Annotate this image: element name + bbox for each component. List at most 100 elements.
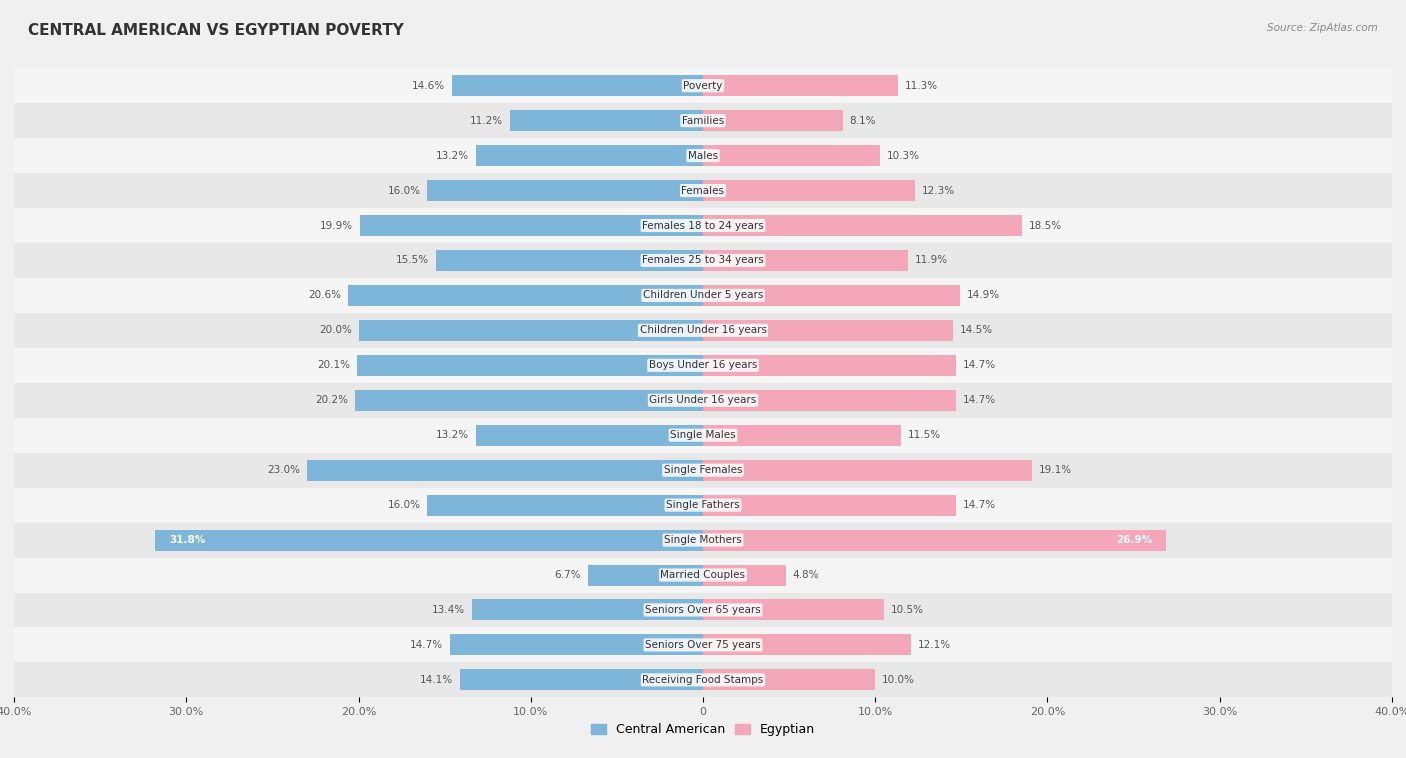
Text: 13.2%: 13.2% [436,151,468,161]
Text: 10.0%: 10.0% [882,675,915,685]
Bar [427,180,703,201]
Text: 14.7%: 14.7% [963,395,997,406]
Text: 4.8%: 4.8% [793,570,820,580]
Text: Children Under 16 years: Children Under 16 years [640,325,766,335]
Text: 16.0%: 16.0% [388,186,420,196]
Bar [14,662,1392,697]
Bar [460,669,703,691]
Bar [703,285,960,306]
Text: Married Couples: Married Couples [661,570,745,580]
Text: Families: Families [682,116,724,126]
Bar [356,390,703,411]
Text: Girls Under 16 years: Girls Under 16 years [650,395,756,406]
Bar [14,348,1392,383]
Bar [703,565,786,585]
Text: Single Fathers: Single Fathers [666,500,740,510]
Bar [14,243,1392,278]
Text: 13.2%: 13.2% [436,431,468,440]
Bar [703,459,1032,481]
Bar [703,634,911,656]
Text: 31.8%: 31.8% [169,535,205,545]
Text: 13.4%: 13.4% [432,605,465,615]
Text: 23.0%: 23.0% [267,465,299,475]
Text: Females: Females [682,186,724,196]
Bar [14,487,1392,522]
Bar [703,424,901,446]
Text: 19.9%: 19.9% [321,221,353,230]
Text: 20.1%: 20.1% [316,360,350,371]
Text: 15.5%: 15.5% [396,255,429,265]
Bar [450,634,703,656]
Bar [703,215,1022,236]
Text: Seniors Over 75 years: Seniors Over 75 years [645,640,761,650]
Bar [475,145,703,166]
Text: 12.1%: 12.1% [918,640,952,650]
Bar [703,110,842,131]
Bar [703,390,956,411]
Bar [703,355,956,376]
Bar [703,600,884,621]
Text: 6.7%: 6.7% [554,570,581,580]
Bar [14,628,1392,662]
Bar [703,145,880,166]
Text: Single Mothers: Single Mothers [664,535,742,545]
Text: Females 18 to 24 years: Females 18 to 24 years [643,221,763,230]
Text: 8.1%: 8.1% [849,116,876,126]
Bar [349,285,703,306]
Text: 14.7%: 14.7% [409,640,443,650]
Text: Single Females: Single Females [664,465,742,475]
Text: 10.5%: 10.5% [891,605,924,615]
Text: 20.2%: 20.2% [315,395,349,406]
Bar [14,103,1392,138]
Bar [359,320,703,341]
Text: CENTRAL AMERICAN VS EGYPTIAN POVERTY: CENTRAL AMERICAN VS EGYPTIAN POVERTY [28,23,404,38]
Bar [510,110,703,131]
Text: Seniors Over 65 years: Seniors Over 65 years [645,605,761,615]
Text: 14.9%: 14.9% [966,290,1000,300]
Bar [14,453,1392,487]
Bar [14,278,1392,313]
Text: 11.2%: 11.2% [470,116,503,126]
Text: 11.3%: 11.3% [904,80,938,91]
Bar [451,75,703,96]
Text: 18.5%: 18.5% [1029,221,1062,230]
Legend: Central American, Egyptian: Central American, Egyptian [586,719,820,741]
Text: Males: Males [688,151,718,161]
Text: Source: ZipAtlas.com: Source: ZipAtlas.com [1267,23,1378,33]
Text: Poverty: Poverty [683,80,723,91]
Bar [357,355,703,376]
Text: 12.3%: 12.3% [922,186,955,196]
Bar [14,68,1392,103]
Text: 14.1%: 14.1% [420,675,453,685]
Bar [155,530,703,550]
Bar [360,215,703,236]
Bar [14,138,1392,173]
Bar [703,250,908,271]
Text: 16.0%: 16.0% [388,500,420,510]
Bar [703,495,956,515]
Bar [307,459,703,481]
Text: 14.6%: 14.6% [412,80,444,91]
Bar [588,565,703,585]
Text: Receiving Food Stamps: Receiving Food Stamps [643,675,763,685]
Bar [14,558,1392,593]
Bar [703,75,897,96]
Text: 14.7%: 14.7% [963,500,997,510]
Text: 19.1%: 19.1% [1039,465,1071,475]
Text: 14.5%: 14.5% [960,325,993,335]
Bar [14,208,1392,243]
Bar [427,495,703,515]
Text: 20.6%: 20.6% [308,290,342,300]
Text: 11.9%: 11.9% [915,255,948,265]
Text: 26.9%: 26.9% [1116,535,1153,545]
Text: Boys Under 16 years: Boys Under 16 years [648,360,758,371]
Bar [703,320,953,341]
Text: Single Males: Single Males [671,431,735,440]
Bar [14,173,1392,208]
Bar [14,313,1392,348]
Bar [436,250,703,271]
Text: 20.0%: 20.0% [319,325,352,335]
Bar [14,418,1392,453]
Bar [475,424,703,446]
Bar [14,593,1392,628]
